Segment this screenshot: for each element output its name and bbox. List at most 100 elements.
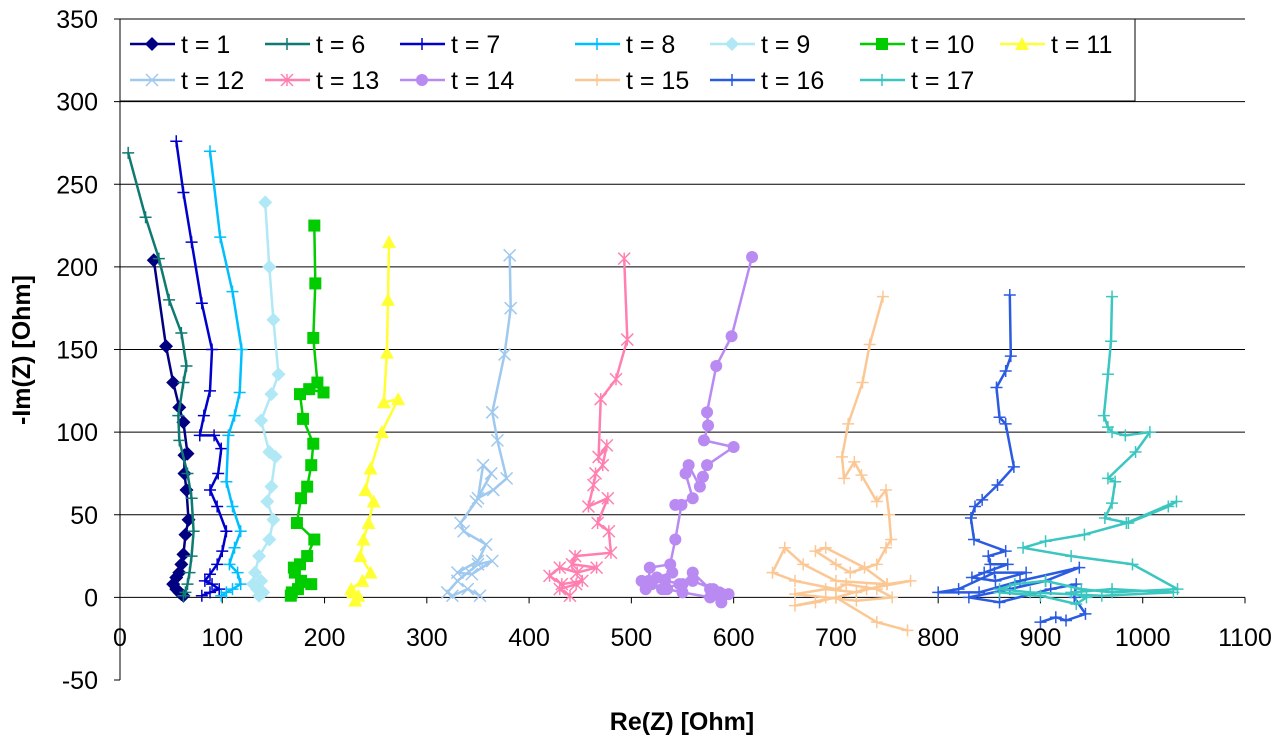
- data-point: [990, 381, 1003, 394]
- data-point: [1106, 497, 1119, 510]
- data-point: [844, 566, 857, 579]
- data-point: [264, 387, 279, 402]
- data-point: [840, 578, 853, 591]
- data-point: [233, 386, 246, 399]
- data-point: [863, 338, 876, 351]
- data-point: [904, 574, 917, 587]
- series-10: [635, 250, 759, 609]
- data-point: [860, 583, 873, 596]
- data-point: [586, 478, 601, 492]
- series-9: [543, 252, 634, 603]
- data-point: [172, 409, 185, 422]
- data-point: [962, 591, 975, 604]
- data-point: [697, 434, 710, 447]
- data-point: [220, 475, 233, 488]
- data-point: [989, 574, 1002, 587]
- data-point: [204, 384, 216, 397]
- data-point: [307, 437, 320, 450]
- data-point: [1039, 535, 1052, 548]
- series-line: [175, 141, 228, 597]
- data-point: [235, 343, 248, 356]
- data-point: [609, 372, 623, 386]
- data-point: [1070, 597, 1083, 610]
- data-point: [696, 470, 709, 483]
- data-point: [484, 466, 498, 480]
- data-point: [195, 297, 208, 310]
- legend-label: t = 1: [181, 31, 230, 59]
- data-point: [722, 588, 735, 601]
- data-point: [701, 459, 714, 472]
- data-point: [850, 586, 863, 599]
- data-point: [984, 558, 997, 571]
- series-8: [440, 248, 518, 603]
- data-point: [870, 583, 883, 596]
- data-point: [363, 565, 378, 579]
- data-point: [454, 516, 468, 530]
- data-point: [789, 574, 801, 587]
- data-point: [294, 388, 306, 401]
- data-point: [1065, 550, 1078, 563]
- legend-marker: [145, 73, 159, 87]
- data-point: [465, 567, 479, 581]
- data-point: [376, 395, 391, 409]
- data-point: [1039, 574, 1052, 587]
- data-point: [829, 558, 842, 571]
- data-point: [504, 301, 518, 315]
- legend-item: t = 10: [860, 31, 974, 59]
- data-point: [1170, 495, 1183, 508]
- data-point: [693, 480, 706, 493]
- series-3: [170, 135, 233, 602]
- legend-label: t = 11: [1051, 31, 1112, 59]
- data-point: [543, 569, 557, 583]
- y-tick-label: 100: [56, 419, 98, 447]
- data-point: [809, 596, 822, 609]
- data-point: [553, 582, 567, 596]
- y-axis-title: -Im(Z) [Ohm]: [8, 275, 36, 425]
- data-point: [993, 586, 1006, 599]
- data-point: [589, 466, 603, 480]
- data-point: [363, 461, 378, 475]
- data-point: [358, 482, 373, 496]
- legend-label: t = 9: [761, 31, 810, 59]
- legend-label: t = 13: [316, 67, 379, 95]
- data-point: [204, 483, 216, 496]
- x-tick-label: 100: [201, 624, 243, 652]
- data-point: [254, 413, 269, 428]
- data-point: [234, 578, 247, 591]
- data-point: [305, 578, 318, 591]
- legend-marker: [280, 73, 294, 87]
- data-point: [967, 533, 980, 546]
- data-point: [999, 364, 1012, 377]
- data-point: [1020, 566, 1033, 579]
- series-11: [766, 290, 917, 637]
- data-point: [666, 566, 679, 579]
- legend-item: t = 11: [1000, 31, 1112, 59]
- data-point: [374, 425, 389, 439]
- legend-item: t = 16: [710, 67, 824, 95]
- legend-label: t = 8: [626, 31, 675, 59]
- data-point: [686, 574, 699, 587]
- data-point: [228, 409, 241, 422]
- data-point: [669, 533, 682, 546]
- legend-item: t = 17: [860, 67, 974, 95]
- data-point: [881, 578, 894, 591]
- data-point: [268, 449, 283, 464]
- data-point: [379, 345, 394, 359]
- data-point: [1001, 558, 1014, 571]
- data-point: [264, 479, 279, 494]
- data-point: [809, 545, 822, 558]
- data-point: [181, 578, 194, 591]
- data-point: [1095, 589, 1108, 602]
- data-point: [1017, 541, 1030, 554]
- data-point: [177, 376, 190, 389]
- data-point: [602, 524, 616, 538]
- data-point: [901, 624, 914, 637]
- legend-item: t = 6: [265, 31, 365, 59]
- data-point: [1034, 589, 1047, 602]
- legend-marker: [281, 38, 293, 50]
- data-point: [204, 586, 216, 599]
- data-point: [581, 499, 595, 514]
- data-point: [308, 219, 321, 232]
- data-point: [656, 583, 669, 596]
- data-point: [932, 586, 945, 599]
